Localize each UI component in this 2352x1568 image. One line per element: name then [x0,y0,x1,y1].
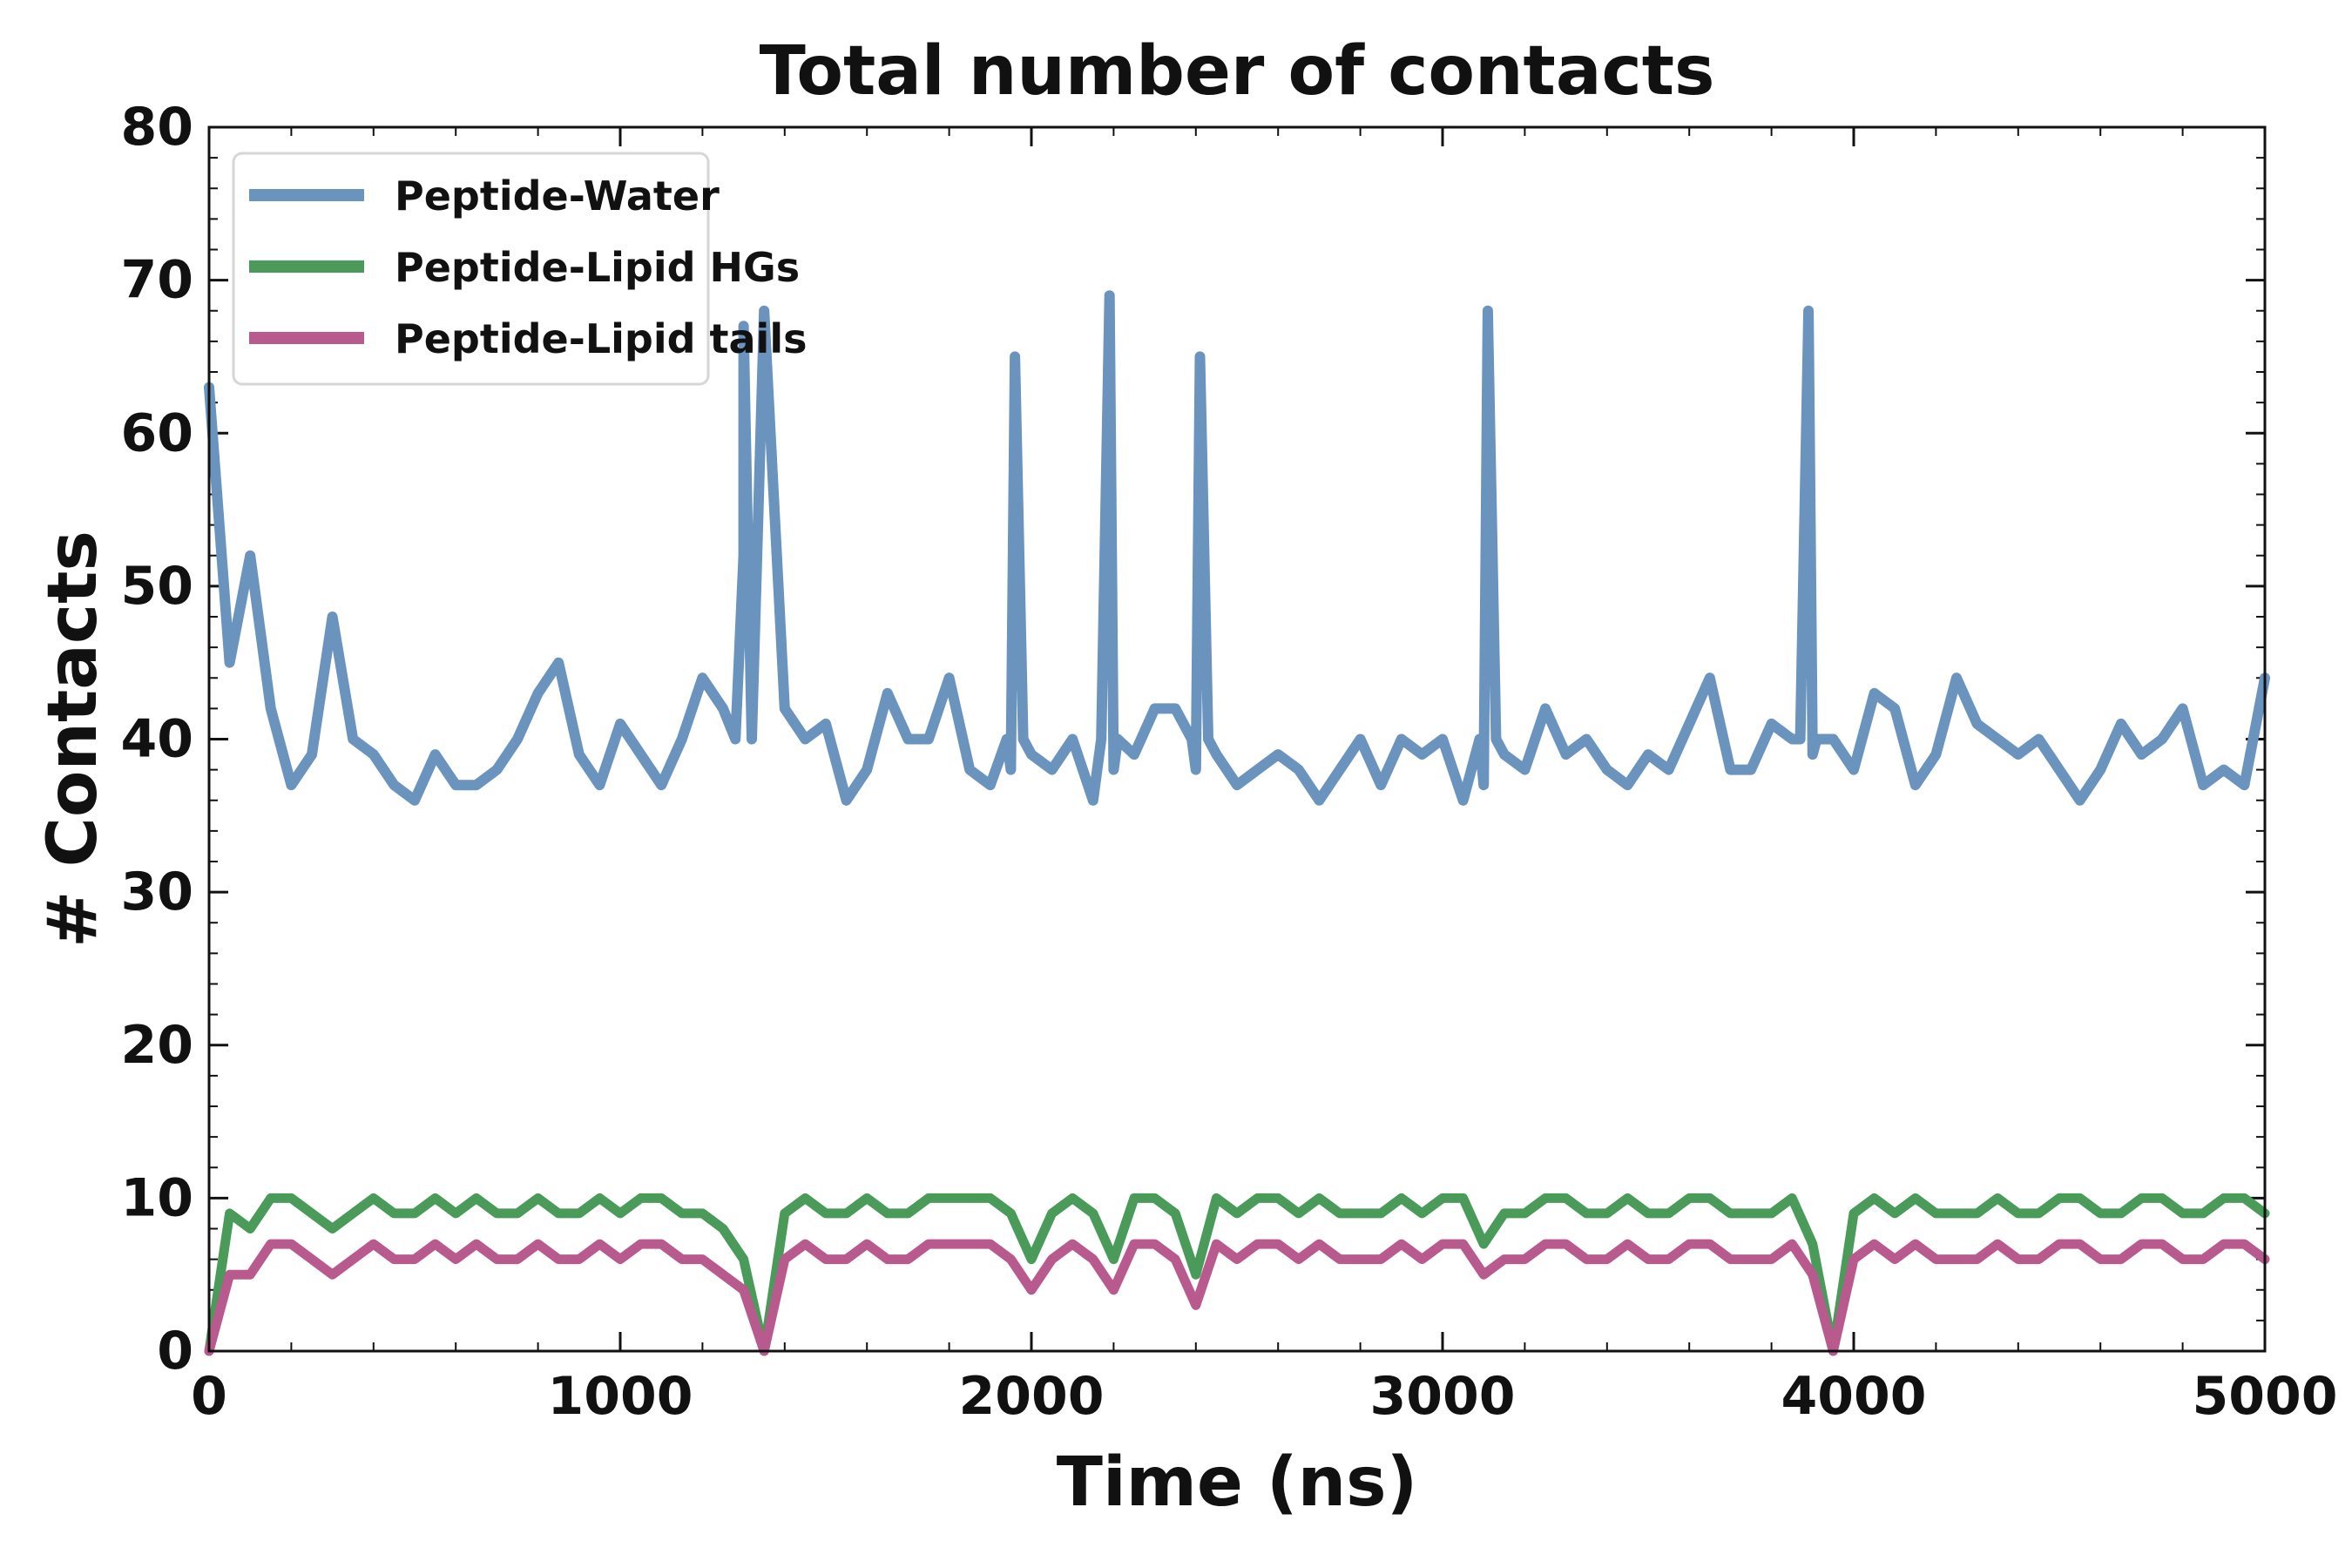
y-tick-label: 50 [121,556,194,617]
legend-label-peptide-water: Peptide-Water [395,172,720,220]
y-tick-label: 40 [121,709,194,770]
series-line-peptide-lipid-tails [204,1239,2270,1356]
y-tick-label: 60 [121,402,194,463]
chart-layer: Total number of contacts Time (ns) # Conta… [34,32,2338,1522]
x-tick-label: 1000 [548,1366,693,1427]
x-axis-label: Time (ns) [1057,1443,1418,1522]
y-axis-label: # Contacts [34,531,112,948]
x-tick-label: 2000 [959,1366,1105,1427]
plot-frame [207,125,2267,1353]
y-tick-label: 30 [121,862,194,923]
series-line-peptide-lipid-hgs [204,1193,2270,1356]
legend-box [232,152,710,386]
x-tick-label: 0 [191,1366,227,1427]
x-tick-label: 4000 [1781,1366,1927,1427]
legend-label-peptide-lipid-tails: Peptide-Lipid tails [395,315,807,362]
y-tick-label: 20 [121,1015,194,1076]
y-tick-label: 10 [121,1167,194,1228]
x-tick-label: 5000 [2193,1366,2338,1427]
y-tick-label: 0 [157,1321,193,1382]
legend-label-peptide-lipid-hgs: Peptide-Lipid HGs [395,244,800,291]
y-tick-label: 80 [121,97,194,158]
y-tick-label: 70 [121,250,194,311]
chart-title: Total number of contacts [760,32,1715,111]
series-line-peptide-water [204,290,2270,806]
x-tick-label: 3000 [1370,1366,1516,1427]
